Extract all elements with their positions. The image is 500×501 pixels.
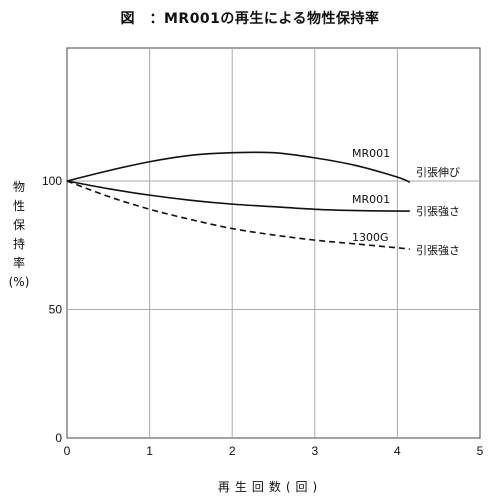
x-tick-label: 2 — [229, 444, 236, 458]
series-line-2 — [66, 180, 410, 212]
series-property-label: 引張強さ — [416, 243, 460, 257]
series-name-label: 1300G — [352, 231, 389, 244]
series-property-label: 引張伸び — [416, 165, 460, 179]
series-lines — [66, 151, 411, 250]
x-tick-label: 0 — [64, 444, 71, 458]
series-property-label: 引張強さ — [416, 204, 460, 218]
series-name-label: MR001 — [352, 193, 390, 206]
x-axis-label: 再生回数(回) — [217, 480, 323, 494]
y-tick-label: 100 — [42, 174, 62, 188]
series-line-3 — [66, 180, 410, 250]
y-axis-label: 物性保持率(%) — [8, 180, 30, 289]
plot-frame — [66, 47, 481, 439]
grid — [67, 48, 480, 438]
series-annotations: MR001 引張伸び MR001 引張強さ 1300G 引張強さ — [352, 147, 460, 257]
x-tick-label: 5 — [477, 444, 484, 458]
x-tick-label: 4 — [394, 444, 401, 458]
series-line-1 — [66, 151, 411, 184]
x-tick-label: 1 — [146, 444, 153, 458]
x-tick-label: 3 — [311, 444, 318, 458]
y-tick-label: 50 — [49, 303, 63, 317]
y-tick-label: 0 — [55, 431, 62, 445]
series-name-label: MR001 — [352, 147, 390, 160]
chart-title: 図 ：MR001の再生による物性保持率 — [120, 11, 380, 27]
